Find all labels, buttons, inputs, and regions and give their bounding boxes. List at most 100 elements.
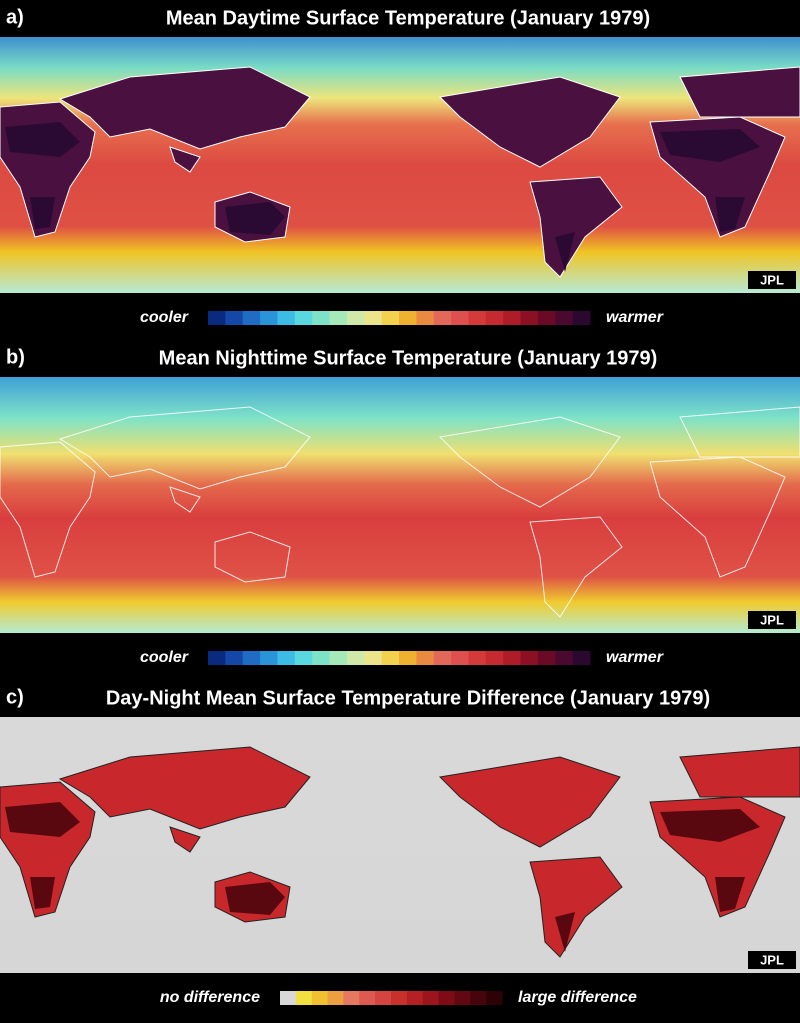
scale-low-label: cooler [140, 309, 189, 326]
landmass [169, 826, 201, 853]
panel-title: Mean Nighttime Surface Temperature (Janu… [159, 347, 658, 369]
colorbar-swatch [433, 311, 452, 325]
map-land [0, 406, 800, 618]
landmass [169, 146, 201, 173]
colorbar-swatch [451, 651, 469, 665]
colorbar-swatch [555, 651, 574, 665]
colorbar-swatch [208, 651, 226, 665]
panel: c) Day-Night Mean Surface Temperature Dif… [0, 686, 800, 1006]
scale-high-label: large difference [518, 989, 637, 1006]
colorbar-swatch [422, 991, 440, 1005]
colorbar-swatch [503, 651, 522, 665]
colorbar-swatch [520, 311, 539, 325]
logo-box [748, 951, 796, 969]
colorbar-swatch [468, 311, 487, 325]
scale-low-label: no difference [160, 989, 260, 1006]
colorbar-swatch [381, 651, 400, 665]
colorbar-swatch [454, 991, 471, 1005]
hot-region [660, 129, 760, 162]
colorbar-swatch [399, 651, 417, 665]
colorbar-swatch [470, 991, 487, 1005]
hot-region [30, 877, 55, 909]
landmass [214, 531, 291, 583]
colorbar-swatch [346, 651, 365, 665]
colorbar-swatch [451, 311, 469, 325]
hot-region [715, 197, 745, 232]
landmass [0, 441, 96, 578]
colorbar-swatch [225, 311, 244, 325]
colorbar-swatch [277, 651, 296, 665]
landmass [679, 746, 800, 798]
logo: JPL [760, 612, 784, 627]
colorbar-swatch [311, 991, 329, 1005]
map-land [0, 746, 800, 958]
hot-region [555, 912, 575, 952]
colorbar-swatch [260, 651, 278, 665]
colorbar-swatch [537, 311, 556, 325]
logo: JPL [760, 952, 784, 967]
logo: JPL [760, 272, 784, 287]
colorbar-swatch [327, 991, 344, 1005]
colorbar-swatch [359, 991, 376, 1005]
hot-region [225, 882, 285, 915]
colorbar-swatch [343, 991, 360, 1005]
colorbar-swatch [520, 651, 539, 665]
landmass [649, 456, 786, 578]
colorbar-swatch [294, 651, 313, 665]
colorbar-swatch [242, 311, 261, 325]
logo-box [748, 611, 796, 629]
map-land [0, 66, 800, 278]
landmass [438, 756, 621, 848]
landmass [679, 406, 800, 458]
colorbar-swatch [312, 311, 331, 325]
panel: b) Mean Nighttime Surface Temperature (Ja… [0, 346, 800, 666]
colorbar-swatch [375, 991, 392, 1005]
hot-region [5, 122, 80, 157]
colorbar-swatch [537, 651, 556, 665]
colorbar-swatch [208, 311, 226, 325]
panel: a) Mean Daytime Surface Temperature (Janu… [0, 6, 800, 326]
colorbar-swatch [485, 311, 504, 325]
colorbar-swatch [346, 311, 365, 325]
colorbar-swatch [277, 311, 296, 325]
colorbar-swatch [555, 311, 574, 325]
colorbar-swatch [381, 311, 400, 325]
colorbar-swatch [280, 991, 297, 1005]
scale-high-label: warmer [606, 309, 664, 326]
landmass [529, 176, 623, 278]
colorbar-swatch [364, 651, 383, 665]
landmass [58, 66, 311, 150]
colorbar-swatch [391, 991, 408, 1005]
map-background [0, 377, 800, 633]
colorbar-swatch [416, 651, 435, 665]
landmass [679, 66, 800, 118]
colorbar-swatch [294, 311, 313, 325]
colorbar-swatch [329, 311, 348, 325]
panel-title: Mean Daytime Surface Temperature (Januar… [166, 7, 650, 29]
hot-region [555, 232, 575, 272]
landmass [529, 856, 623, 958]
colorbar-swatch [468, 651, 487, 665]
colorbar-swatch [572, 651, 591, 665]
colorbar-swatch [503, 311, 522, 325]
colorbar-swatch [260, 311, 278, 325]
landmass [529, 516, 623, 618]
hot-region [30, 197, 55, 229]
colorbar-swatch [438, 991, 455, 1005]
scale-low-label: cooler [140, 649, 189, 666]
hot-region [225, 202, 285, 235]
colorbar-swatch [399, 311, 417, 325]
panel-label: b) [6, 346, 25, 368]
colorbar-swatch [406, 991, 424, 1005]
landmass [438, 76, 621, 168]
panel-title: Day-Night Mean Surface Temperature Diffe… [106, 687, 710, 709]
colorbar-swatch [312, 651, 331, 665]
colorbar-swatch [485, 651, 504, 665]
landmass [169, 486, 201, 513]
landmass [438, 416, 621, 508]
panel-label: c) [6, 686, 24, 708]
panel-label: a) [6, 6, 24, 28]
colorbar-swatch [242, 651, 261, 665]
logo-box [748, 271, 796, 289]
